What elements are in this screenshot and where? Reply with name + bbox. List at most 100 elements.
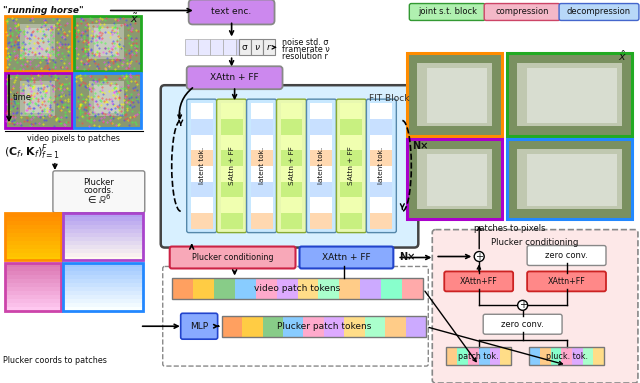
Bar — [428, 154, 487, 206]
Bar — [63, 295, 143, 300]
Bar — [500, 347, 511, 365]
FancyBboxPatch shape — [53, 171, 145, 213]
Bar — [5, 257, 61, 260]
Text: video pixels to patches: video pixels to patches — [28, 134, 120, 144]
Bar — [191, 166, 212, 182]
Bar — [94, 85, 119, 113]
Text: video patch tokens: video patch tokens — [254, 285, 340, 293]
Bar — [251, 182, 273, 197]
Bar — [280, 166, 303, 182]
Bar — [5, 249, 61, 252]
FancyBboxPatch shape — [300, 247, 394, 268]
Text: $\in \mathbb{R}^6$: $\in \mathbb{R}^6$ — [86, 192, 111, 206]
Bar — [340, 213, 362, 229]
Bar — [74, 16, 141, 71]
Text: σ: σ — [242, 43, 248, 52]
Circle shape — [518, 300, 527, 310]
Bar — [221, 119, 243, 134]
Bar — [406, 316, 426, 337]
FancyBboxPatch shape — [527, 272, 606, 291]
Bar — [280, 119, 303, 134]
Bar — [5, 237, 61, 241]
Bar — [5, 280, 61, 283]
Text: XAttn+FF: XAttn+FF — [460, 277, 497, 286]
Bar — [191, 197, 212, 213]
Text: time: time — [13, 93, 32, 101]
Bar — [407, 139, 502, 219]
Bar — [5, 213, 61, 217]
Bar — [221, 182, 243, 197]
Bar — [403, 278, 423, 300]
Bar — [5, 229, 61, 232]
Bar — [63, 229, 143, 232]
Bar — [527, 68, 617, 123]
Bar — [221, 213, 243, 229]
Text: Plucker coords to patches: Plucker coords to patches — [3, 355, 107, 365]
Bar — [63, 303, 143, 307]
Bar — [5, 275, 61, 280]
Bar — [262, 39, 275, 55]
Bar — [5, 283, 61, 287]
Text: latent tok.: latent tok. — [319, 147, 324, 185]
Bar — [550, 347, 561, 365]
Bar — [5, 303, 61, 307]
Text: text enc.: text enc. — [211, 8, 252, 16]
Bar — [5, 300, 61, 303]
Bar — [63, 252, 143, 257]
Text: $\tilde{x}$: $\tilde{x}$ — [130, 12, 139, 25]
FancyBboxPatch shape — [180, 313, 218, 339]
Bar — [319, 278, 339, 300]
Bar — [371, 213, 392, 229]
Text: latent tok.: latent tok. — [378, 147, 385, 185]
Bar — [310, 197, 332, 213]
Bar — [191, 103, 212, 119]
FancyBboxPatch shape — [559, 3, 639, 20]
Bar — [381, 278, 403, 300]
Text: patches to pixels: patches to pixels — [474, 224, 546, 233]
Bar — [191, 182, 212, 197]
Bar — [185, 39, 198, 55]
Bar — [63, 237, 143, 241]
Bar — [360, 278, 381, 300]
Bar — [340, 182, 362, 197]
FancyBboxPatch shape — [246, 99, 276, 232]
FancyBboxPatch shape — [187, 99, 216, 232]
FancyBboxPatch shape — [337, 99, 366, 232]
Bar — [428, 68, 487, 123]
Text: Plucker conditioning: Plucker conditioning — [192, 253, 273, 262]
Bar — [561, 347, 572, 365]
Bar — [529, 347, 604, 365]
Bar — [310, 103, 332, 119]
Bar — [5, 213, 61, 260]
Bar — [507, 139, 632, 219]
Text: r: r — [267, 43, 271, 52]
Bar — [371, 134, 392, 150]
Text: patch tok.: patch tok. — [458, 352, 499, 361]
Bar — [221, 316, 426, 337]
Bar — [223, 39, 236, 55]
Text: N×: N× — [412, 141, 429, 151]
Text: +: + — [476, 252, 483, 262]
Bar — [63, 264, 143, 267]
Bar — [63, 280, 143, 283]
Bar — [365, 316, 385, 337]
FancyBboxPatch shape — [307, 99, 337, 232]
Bar — [221, 134, 243, 150]
Bar — [63, 241, 143, 245]
Bar — [236, 39, 249, 55]
Bar — [251, 166, 273, 182]
Text: latent tok.: latent tok. — [259, 147, 264, 185]
Bar — [280, 213, 303, 229]
Text: latent tok.: latent tok. — [198, 147, 205, 185]
Bar — [63, 283, 143, 287]
Bar — [251, 197, 273, 213]
Bar — [310, 134, 332, 150]
Bar — [172, 278, 193, 300]
Bar — [20, 81, 55, 116]
Bar — [221, 103, 243, 119]
Bar — [63, 213, 143, 260]
Bar — [63, 249, 143, 252]
Bar — [63, 287, 143, 291]
Text: FIT Block: FIT Block — [369, 94, 410, 103]
Bar — [89, 25, 124, 59]
